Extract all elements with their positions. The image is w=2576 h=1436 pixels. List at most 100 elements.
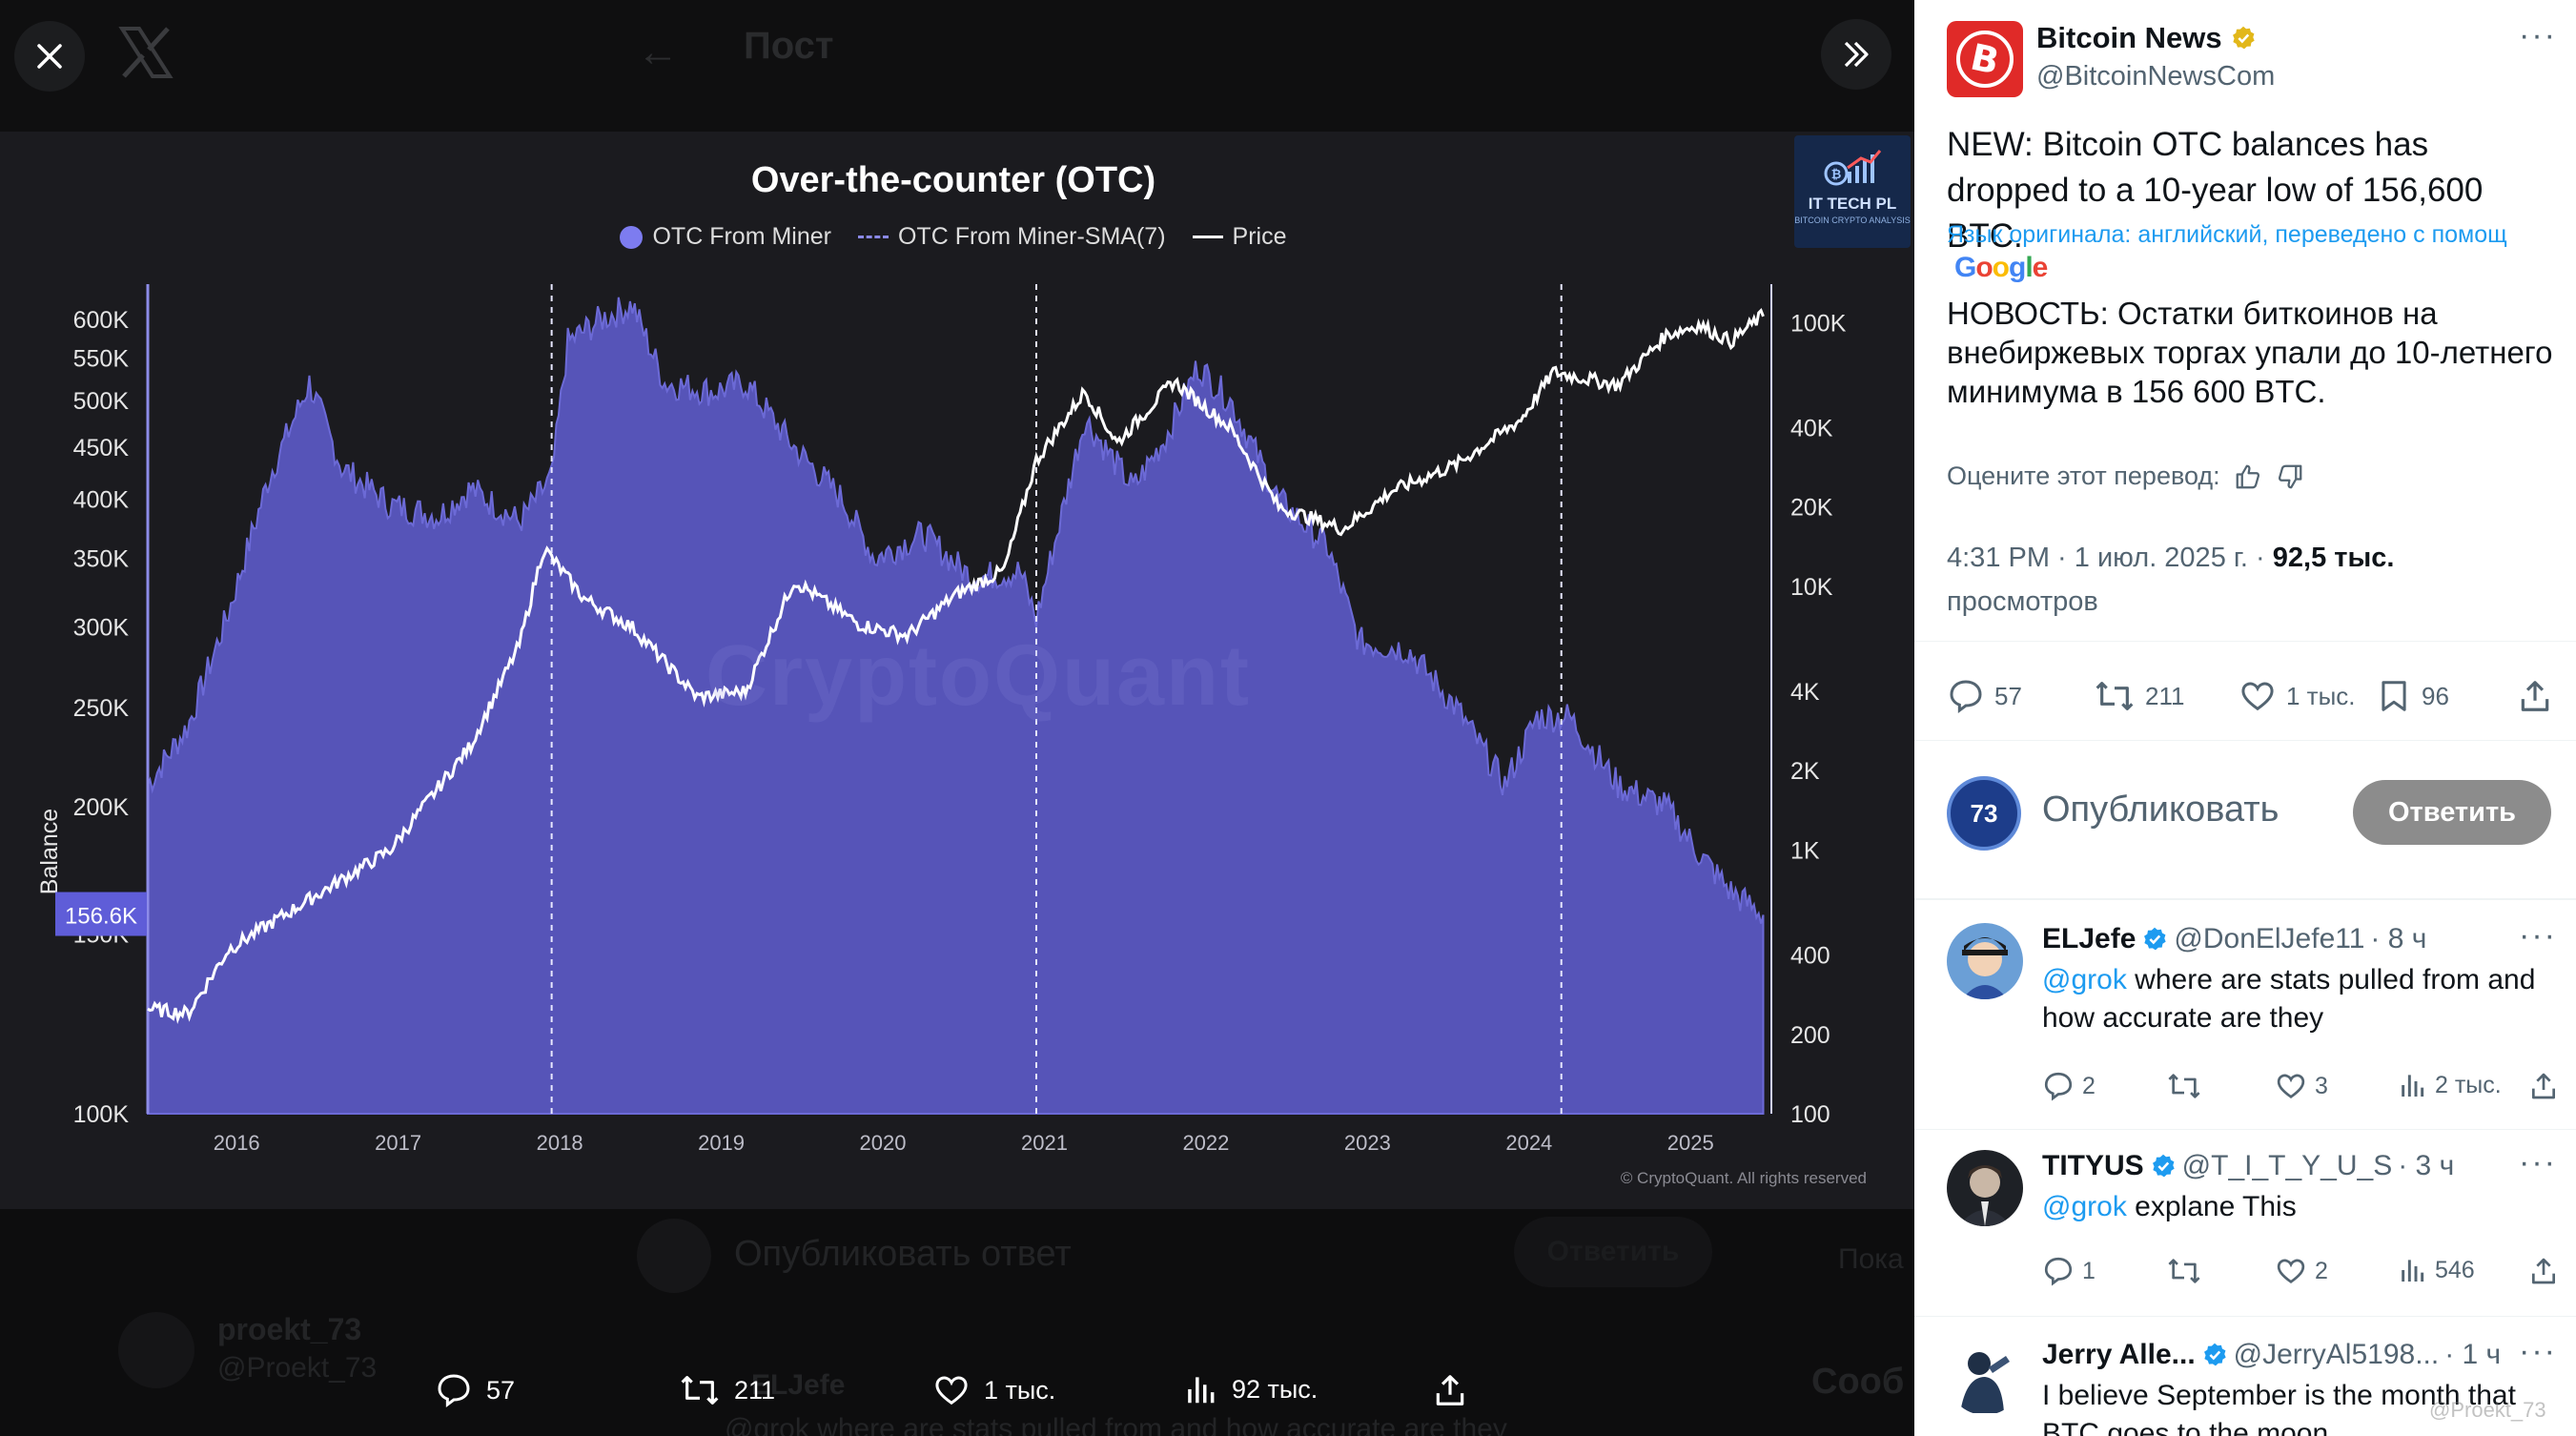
viewer-share-button[interactable] — [1432, 1371, 1468, 1409]
google-logo: Google — [1954, 252, 2048, 283]
tweet-timestamp[interactable]: 4:31 PM · 1 июл. 2025 г. · — [1947, 543, 2265, 573]
background-user-name: proekt_73 — [217, 1312, 362, 1346]
translated-text: НОВОСТЬ: Остатки биткоинов на внебиржевы… — [1947, 296, 2553, 409]
tweet-views-label: просмотров — [1947, 586, 2098, 617]
left-tick-label: 100K — [73, 1101, 130, 1128]
author-handle[interactable]: @BitcoinNewsCom — [2036, 61, 2276, 92]
repost-icon — [2096, 682, 2134, 710]
user-avatar[interactable]: 73 — [1947, 776, 2021, 851]
gold-verified-badge-icon — [2232, 26, 2255, 50]
reply-avatar[interactable] — [1947, 923, 2023, 999]
it-tech-pl-logo: ₿ IT TECH PL BITCOIN CRYPTO ANALYSIS — [1794, 135, 1911, 248]
like-action[interactable]: 3 — [2275, 1070, 2328, 1102]
jerry-avatar-image — [1947, 1339, 2023, 1415]
more-options-icon[interactable]: ··· — [2519, 17, 2557, 53]
viewer-repost-button[interactable]: 211 — [679, 1371, 775, 1409]
eljefe-avatar-image — [1947, 923, 2023, 999]
thumbs-down-icon[interactable] — [2276, 462, 2304, 491]
x-tick-label: 2020 — [860, 1131, 907, 1155]
right-tick-label: 2K — [1790, 758, 1820, 785]
views-action[interactable]: 546 — [2397, 1255, 2475, 1285]
legend-swatch-dashed — [857, 236, 889, 238]
reply-header: Jerry Alle... @JerryAl5198... · 1 ч — [2042, 1339, 2502, 1370]
more-options-icon[interactable]: ··· — [2519, 917, 2557, 954]
repost-icon — [2168, 1259, 2200, 1283]
legend-item-price: Price — [1192, 223, 1287, 251]
left-tick-label: 400K — [73, 487, 130, 514]
bar-chart-icon — [2402, 1260, 2424, 1282]
svg-text:₿: ₿ — [1831, 168, 1842, 182]
comment-icon — [438, 1374, 470, 1407]
reply-header: ELJefe @DonElJefe11 · 8 ч — [2042, 923, 2427, 954]
close-viewer-button[interactable] — [14, 21, 85, 92]
more-options-icon[interactable]: ··· — [2519, 1333, 2557, 1369]
right-tick-label: 400 — [1790, 943, 1830, 970]
more-options-icon[interactable]: ··· — [2519, 1144, 2557, 1180]
left-tick-label: 250K — [73, 695, 130, 722]
current-value-badge — [55, 892, 147, 936]
left-tick-label: 600K — [73, 307, 130, 334]
right-tick-label: 4K — [1790, 679, 1820, 706]
bookmark-action[interactable]: 96 — [2376, 677, 2449, 715]
mention-link[interactable]: @grok — [2042, 964, 2127, 995]
reply-input[interactable]: Опубликовать — [2042, 790, 2280, 830]
tityus-avatar-image — [1947, 1150, 2023, 1226]
viewer-like-button[interactable]: 1 тыс. — [932, 1371, 1055, 1409]
reply-action[interactable]: 1 — [2042, 1255, 2096, 1287]
share-action[interactable] — [2528, 1070, 2559, 1102]
heart-icon — [935, 1376, 968, 1405]
reply-item[interactable]: Jerry Alle... @JerryAl5198... · 1 ч ··· … — [1947, 1333, 2557, 1436]
heart-icon — [2277, 1074, 2305, 1098]
tweet-views-count: 92,5 тыс. — [2272, 543, 2395, 573]
translation-note[interactable]: Язык оригинала: английский, переведено с… — [1947, 221, 2507, 248]
chart-title: Over-the-counter (OTC) — [750, 160, 1156, 200]
divider — [1914, 1129, 2576, 1130]
background-user-avatar — [118, 1312, 194, 1388]
chart-image: 600K550K500K450K400K350K300K250K200K150K… — [0, 132, 1914, 1209]
reply-submit-button[interactable]: Ответить — [2353, 780, 2551, 845]
tweet-action-bar: 57 211 1 тыс. 96 — [1947, 673, 2557, 721]
author-name[interactable]: Bitcoin News — [2036, 21, 2257, 55]
heart-icon — [2241, 682, 2274, 711]
background-right-text: Пока — [1838, 1243, 1904, 1275]
repost-action[interactable]: 211 — [2094, 677, 2184, 715]
right-tick-label: 100K — [1790, 310, 1847, 337]
left-tick-label: 200K — [73, 794, 130, 821]
bookmark-icon — [2382, 681, 2406, 711]
x-logo-icon[interactable] — [116, 23, 175, 82]
legend-item-otc-sma: OTC From Miner-SMA(7) — [857, 223, 1166, 251]
thumbs-up-icon[interactable] — [2234, 462, 2262, 491]
viewer-views-button[interactable]: 92 тыс. — [1182, 1371, 1318, 1407]
otc-chart: 600K550K500K450K400K350K300K250K200K150K… — [36, 284, 1847, 1155]
x-tick-label: 2024 — [1505, 1131, 1552, 1155]
right-tick-label: 20K — [1790, 495, 1833, 522]
repost-action[interactable] — [2166, 1255, 2202, 1287]
expand-sidebar-button[interactable] — [1821, 19, 1891, 90]
reply-action[interactable]: 2 — [2042, 1070, 2096, 1102]
tweet-meta: 4:31 PM · 1 июл. 2025 г. · 92,5 тыс. про… — [1947, 536, 2557, 624]
like-action[interactable]: 2 — [2275, 1255, 2328, 1287]
x-tick-label: 2017 — [375, 1131, 421, 1155]
background-post-title: Пост — [744, 25, 834, 67]
legend-item-otc-from-miner: OTC From Miner — [620, 223, 831, 251]
reply-item[interactable]: ELJefe @DonElJefe11 · 8 ч ··· @grok wher… — [1947, 917, 2559, 1114]
reply-action[interactable]: 57 — [1947, 677, 2022, 715]
reply-avatar[interactable] — [1947, 1339, 2023, 1415]
double-chevron-right-icon — [1844, 41, 1869, 68]
right-tick-label: 1K — [1790, 837, 1820, 864]
repost-action[interactable] — [2166, 1070, 2202, 1102]
reply-avatar[interactable] — [1947, 1150, 2023, 1226]
reply-item[interactable]: TITYUS @T_I_T_Y_U_S · 3 ч ··· @grok expl… — [1947, 1144, 2559, 1303]
viewer-reply-button[interactable]: 57 — [435, 1371, 515, 1409]
chart-copyright: © CryptoQuant. All rights reserved — [1620, 1169, 1867, 1187]
share-action[interactable] — [2528, 1255, 2559, 1287]
views-action[interactable]: 2 тыс. — [2397, 1070, 2502, 1100]
share-action[interactable] — [2517, 677, 2553, 715]
heart-icon — [2277, 1259, 2305, 1283]
background-right-label: Сооб — [1811, 1362, 1905, 1402]
mention-link[interactable]: @grok — [2042, 1191, 2127, 1222]
bitcoin-news-avatar[interactable]: B — [1947, 21, 2023, 97]
verified-badge-icon — [2144, 927, 2167, 951]
like-action[interactable]: 1 тыс. — [2239, 677, 2356, 715]
bitcoin-logo-icon: B — [1956, 31, 2014, 88]
